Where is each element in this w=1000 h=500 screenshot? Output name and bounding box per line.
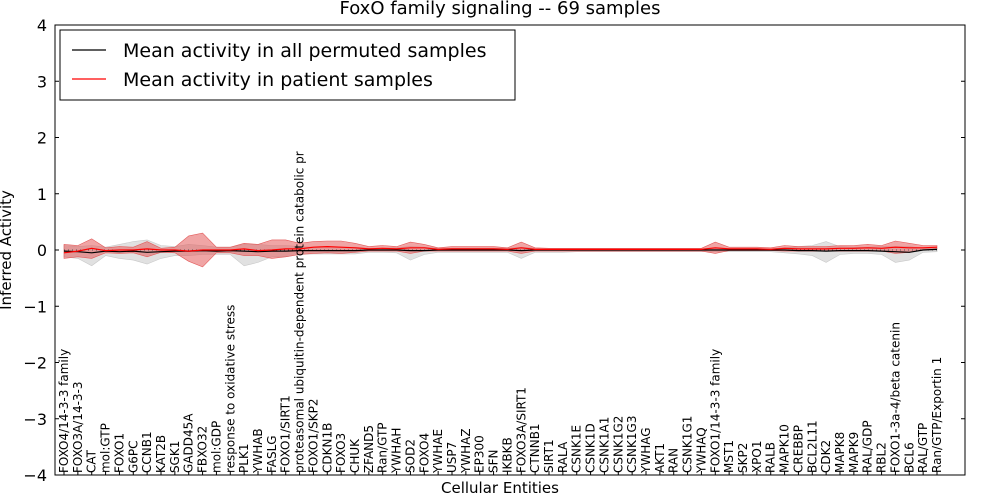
- y-tick-label: −4: [23, 466, 47, 485]
- x-tick-label: CSNK1A1: [597, 417, 611, 473]
- y-axis-label: Inferred Activity: [0, 190, 15, 310]
- x-tick-label: MST1: [722, 440, 736, 473]
- y-tick-label: −1: [23, 297, 47, 316]
- x-tick-label: G6PC: [126, 440, 140, 473]
- x-tick-label: FOXO1/14-3-3 family: [708, 349, 722, 473]
- x-tick-label: RALB: [764, 442, 778, 473]
- x-tick-label: YWHAE: [431, 429, 445, 474]
- x-tick-label: BCL6: [902, 442, 916, 473]
- x-tick-label: RALA: [556, 441, 570, 473]
- x-tick-label: CSNK1E: [570, 425, 584, 473]
- x-tick-label: SKP2: [736, 443, 750, 473]
- x-tick-label: SFN: [487, 450, 501, 473]
- activity-lines: [63, 245, 938, 254]
- x-tick-label: mol:GDP: [209, 421, 223, 473]
- legend-box: [59, 29, 516, 101]
- x-tick-label: PLK1: [237, 444, 251, 473]
- x-tick-label: FASLG: [265, 435, 279, 473]
- x-tick-label: SGK1: [168, 441, 182, 473]
- x-tick-label: IKBKB: [500, 437, 514, 473]
- x-tick-label: mol:GTP: [99, 423, 113, 473]
- x-tick-label: YWHAH: [390, 428, 404, 474]
- x-tick-label: RAL/GTP: [916, 423, 930, 473]
- x-tick-label: CREBBP: [791, 425, 805, 473]
- x-tick-label: CCNB1: [140, 431, 154, 473]
- x-tick-label: EP300: [473, 435, 487, 473]
- x-axis-tick-labels: FOXO4/14-3-3 family FOXO3A/14-3-3 CAT mol:G…: [57, 151, 944, 475]
- permuted-mean-line: [63, 248, 938, 254]
- x-tick-label: YWHAQ: [694, 427, 708, 474]
- x-tick-label: FOXO3: [334, 433, 348, 473]
- x-tick-label: FOXO1-3a-4/beta catenin: [888, 322, 902, 473]
- x-tick-label: GADD45A: [182, 413, 196, 473]
- y-tick-label: 2: [37, 129, 47, 148]
- x-tick-label: CSNK1G2: [611, 416, 625, 473]
- y-tick-label: 0: [37, 241, 47, 260]
- y-tick-label: 1: [37, 185, 47, 204]
- x-tick-label: FOXO1/SIRT1: [279, 395, 293, 473]
- x-tick-label: FOXO1: [112, 433, 126, 473]
- x-tick-label: AKT1: [653, 443, 667, 473]
- x-tick-label: YWHAG: [639, 427, 653, 474]
- x-tick-label: proteasomal ubiquitin-dependent protein …: [293, 151, 307, 473]
- patient-mean-line: [63, 245, 938, 254]
- x-tick-label: RAN: [667, 448, 681, 473]
- x-tick-label: Ran/GTP/Exportin 1: [930, 357, 944, 473]
- x-tick-label: ZFAND5: [362, 425, 376, 473]
- legend-label-patient: Mean activity in patient samples: [123, 69, 433, 91]
- x-tick-label: CDK2: [819, 440, 833, 473]
- x-tick-label: XPO1: [750, 440, 764, 473]
- x-tick-label: CAT: [85, 449, 99, 473]
- plot-frame: [54, 24, 966, 476]
- y-tick-label: 4: [37, 16, 47, 35]
- y-tick-label: 3: [37, 72, 47, 91]
- x-tick-label: MAPK8: [833, 432, 847, 473]
- y-tick-label: −3: [23, 410, 47, 429]
- x-tick-label: MAPK9: [847, 432, 861, 473]
- x-tick-label: FOXO3A/SIRT1: [514, 387, 528, 473]
- x-tick-label: RAL/GDP: [861, 420, 875, 473]
- x-tick-label: MAPK10: [778, 424, 792, 473]
- x-tick-label: CDKN1B: [320, 423, 334, 473]
- x-tick-label: response to oxidative stress: [223, 305, 237, 473]
- x-tick-label: FOXO4: [417, 433, 431, 473]
- x-tick-label: YWHAZ: [459, 428, 473, 474]
- legend: Mean activity in all permuted samples Me…: [59, 29, 516, 101]
- y-axis-ticks: 4 3 2 1 0 −1 −2 −3 −4: [23, 16, 965, 485]
- x-tick-label: FOXO3A/14-3-3: [71, 381, 85, 473]
- x-tick-label: CSNK1G1: [681, 416, 695, 473]
- x-tick-label: CTNNB1: [528, 423, 542, 473]
- x-tick-label: CSNK1D: [584, 423, 598, 473]
- x-tick-label: FOXO4/14-3-3 family: [57, 349, 71, 473]
- x-tick-label: SIRT1: [542, 439, 556, 473]
- x-axis-label: Cellular Entities: [441, 479, 559, 497]
- chart-title: FoxO family signaling -- 69 samples: [340, 0, 661, 19]
- y-tick-label: −2: [23, 354, 47, 373]
- x-tick-label: Ran/GTP: [376, 422, 390, 473]
- x-tick-label: FBXO32: [196, 426, 210, 473]
- x-tick-label: BCL2L11: [805, 420, 819, 473]
- legend-label-permuted: Mean activity in all permuted samples: [123, 40, 486, 62]
- x-tick-label: YWHAB: [251, 428, 265, 474]
- x-tick-label: USP7: [445, 442, 459, 473]
- x-tick-label: KAT2B: [154, 435, 168, 473]
- x-tick-label: CHUK: [348, 438, 362, 473]
- x-tick-label: FOXO1/SKP2: [306, 398, 320, 473]
- x-tick-label: SOD2: [403, 439, 417, 473]
- x-tick-label: CSNK1G3: [625, 416, 639, 473]
- x-tick-label: RBL2: [875, 442, 889, 473]
